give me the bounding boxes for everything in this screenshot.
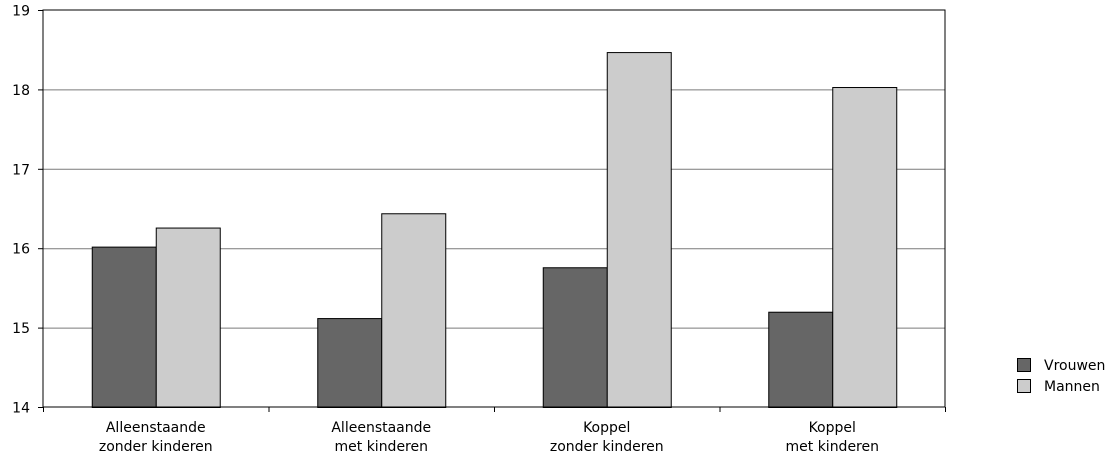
y-tick-label: 18 [12, 83, 30, 99]
y-tick-label: 16 [12, 242, 30, 258]
x-category-label-line: Koppel [809, 420, 856, 436]
x-category-label: Alleenstaande zonder kinderen [99, 420, 213, 455]
y-tick-label: 19 [12, 4, 30, 20]
y-tick-label: 17 [12, 162, 30, 178]
bar-mannen-4 [832, 87, 898, 408]
x-category-label-line: met kinderen [335, 439, 429, 455]
legend-label-vrouwen: Vrouwen [1044, 358, 1105, 374]
bar-vrouwen-4 [768, 311, 834, 408]
bar-vrouwen-3 [542, 267, 608, 409]
y-tick-label: 15 [12, 321, 30, 337]
labels: 14 15 16 17 18 19 Alleenstaande zonder kinderen… [12, 4, 879, 456]
legend-swatch-mannen [1017, 379, 1031, 393]
legend-swatch-vrouwen [1017, 358, 1031, 372]
legend: Vrouwen Mannen [1017, 358, 1105, 395]
bar-mannen-3 [606, 52, 672, 408]
bar-mannen-1 [155, 227, 221, 408]
x-category-label: Alleenstaande met kinderen [331, 420, 431, 455]
y-tick-label: 14 [12, 401, 30, 417]
x-category-label-line: zonder kinderen [550, 439, 664, 455]
x-category-label: Koppel zonder kinderen [550, 420, 664, 455]
x-category-label-line: met kinderen [786, 439, 880, 455]
x-category-label-line: Alleenstaande [106, 420, 206, 436]
x-category-label-line: zonder kinderen [99, 439, 213, 455]
x-category-label-line: Alleenstaande [331, 420, 431, 436]
bars [91, 52, 898, 409]
bar-vrouwen-1 [91, 246, 157, 408]
axes [38, 9, 946, 412]
bar-vrouwen-2 [317, 318, 383, 408]
x-category-label-line: Koppel [583, 420, 630, 436]
legend-label-mannen: Mannen [1044, 379, 1100, 395]
x-category-label: Koppel met kinderen [786, 420, 880, 455]
bar-mannen-2 [381, 213, 447, 408]
